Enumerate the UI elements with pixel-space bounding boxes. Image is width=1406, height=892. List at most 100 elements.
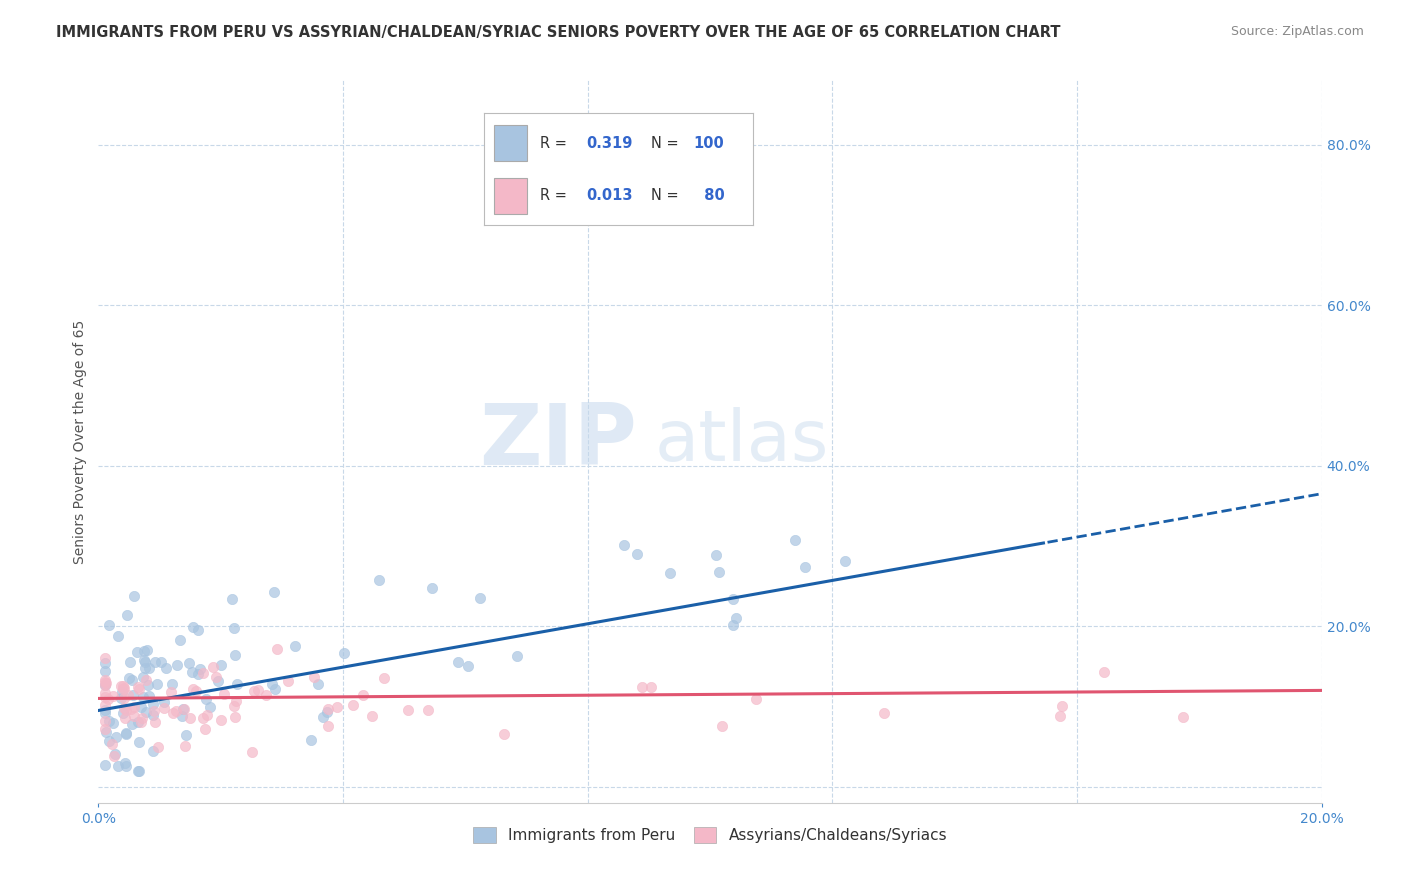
Point: [107, 629, 129, 643]
Point: [326, 699, 349, 714]
Point: [187, 623, 209, 637]
Point: [299, 732, 322, 747]
Point: [630, 680, 652, 694]
Point: [122, 700, 145, 714]
Point: [420, 581, 443, 595]
Point: [360, 708, 382, 723]
Point: [112, 681, 135, 696]
Point: [148, 739, 170, 754]
Point: [262, 677, 284, 691]
Point: [418, 703, 440, 717]
Point: [149, 655, 172, 669]
Point: [179, 656, 201, 670]
Point: [162, 706, 184, 720]
Point: [122, 589, 145, 603]
Point: [155, 661, 177, 675]
Point: [127, 714, 149, 729]
Point: [225, 693, 247, 707]
Point: [93, 722, 115, 736]
Point: [209, 713, 232, 727]
Point: [129, 700, 152, 714]
Point: [198, 699, 221, 714]
Point: [224, 710, 246, 724]
Point: [169, 632, 191, 647]
Point: [266, 642, 288, 657]
Text: ZIP: ZIP: [479, 400, 637, 483]
Point: [312, 710, 335, 724]
Point: [135, 705, 157, 719]
Point: [188, 662, 211, 676]
Point: [121, 688, 143, 702]
Point: [721, 591, 744, 606]
Point: [626, 547, 648, 561]
Point: [114, 681, 136, 695]
Point: [135, 673, 157, 687]
Point: [142, 708, 165, 723]
Point: [120, 702, 142, 716]
Point: [114, 759, 136, 773]
Point: [114, 756, 136, 771]
Point: [173, 739, 195, 753]
Point: [492, 727, 515, 741]
Point: [101, 690, 124, 704]
Point: [179, 711, 201, 725]
Point: [315, 706, 337, 720]
Point: [284, 640, 307, 654]
Text: Source: ZipAtlas.com: Source: ZipAtlas.com: [1230, 25, 1364, 38]
Point: [112, 706, 135, 720]
Point: [138, 689, 160, 703]
Point: [107, 759, 129, 773]
Point: [131, 711, 153, 725]
Point: [121, 673, 143, 687]
Point: [263, 681, 285, 696]
Point: [93, 706, 115, 721]
Point: [128, 735, 150, 749]
Point: [114, 726, 136, 740]
Legend: Immigrants from Peru, Assyrians/Chaldeans/Syriacs: Immigrants from Peru, Assyrians/Chaldean…: [467, 822, 953, 849]
Point: [222, 621, 245, 635]
Point: [153, 695, 176, 709]
Point: [243, 684, 266, 698]
Point: [105, 730, 128, 744]
Point: [93, 651, 115, 665]
Point: [132, 653, 155, 667]
Point: [316, 702, 339, 716]
Point: [725, 611, 748, 625]
Point: [205, 670, 228, 684]
Point: [128, 681, 150, 696]
Point: [93, 703, 115, 717]
Point: [214, 687, 236, 701]
Point: [142, 744, 165, 758]
Point: [115, 727, 138, 741]
Point: [94, 690, 117, 704]
Point: [352, 688, 374, 702]
Point: [165, 705, 187, 719]
Point: [103, 748, 125, 763]
Point: [112, 679, 135, 693]
Point: [613, 538, 636, 552]
Point: [143, 655, 166, 669]
Point: [138, 661, 160, 675]
Point: [93, 665, 115, 679]
Point: [118, 671, 141, 685]
Point: [125, 645, 148, 659]
Point: [180, 665, 202, 679]
Point: [134, 661, 156, 675]
Point: [93, 673, 115, 688]
Point: [131, 690, 153, 704]
Point: [191, 711, 214, 725]
Point: [1049, 709, 1071, 723]
Point: [225, 677, 247, 691]
Point: [254, 688, 277, 702]
Point: [114, 711, 136, 725]
Point: [127, 764, 149, 778]
Point: [1171, 710, 1194, 724]
Point: [1092, 665, 1115, 679]
Point: [136, 678, 159, 692]
Point: [201, 660, 224, 674]
Text: IMMIGRANTS FROM PERU VS ASSYRIAN/CHALDEAN/SYRIAC SENIORS POVERTY OVER THE AGE OF: IMMIGRANTS FROM PERU VS ASSYRIAN/CHALDEA…: [56, 25, 1060, 40]
Point: [721, 617, 744, 632]
Point: [94, 725, 117, 739]
Point: [246, 683, 269, 698]
Point: [277, 674, 299, 689]
